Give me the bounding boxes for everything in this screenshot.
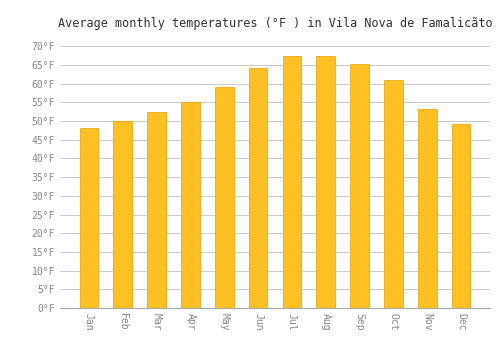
Bar: [316, 56, 335, 308]
Bar: [282, 56, 301, 308]
Bar: [418, 109, 436, 308]
Bar: [181, 102, 200, 308]
Bar: [215, 88, 234, 308]
Title: Average monthly temperatures (°F ) in Vila Nova de Famalicãto: Average monthly temperatures (°F ) in Vi…: [58, 17, 492, 30]
Bar: [147, 112, 166, 308]
Bar: [350, 64, 369, 308]
Bar: [452, 124, 470, 308]
Bar: [384, 80, 403, 308]
Bar: [249, 68, 268, 308]
Bar: [80, 128, 98, 308]
Bar: [114, 121, 132, 308]
